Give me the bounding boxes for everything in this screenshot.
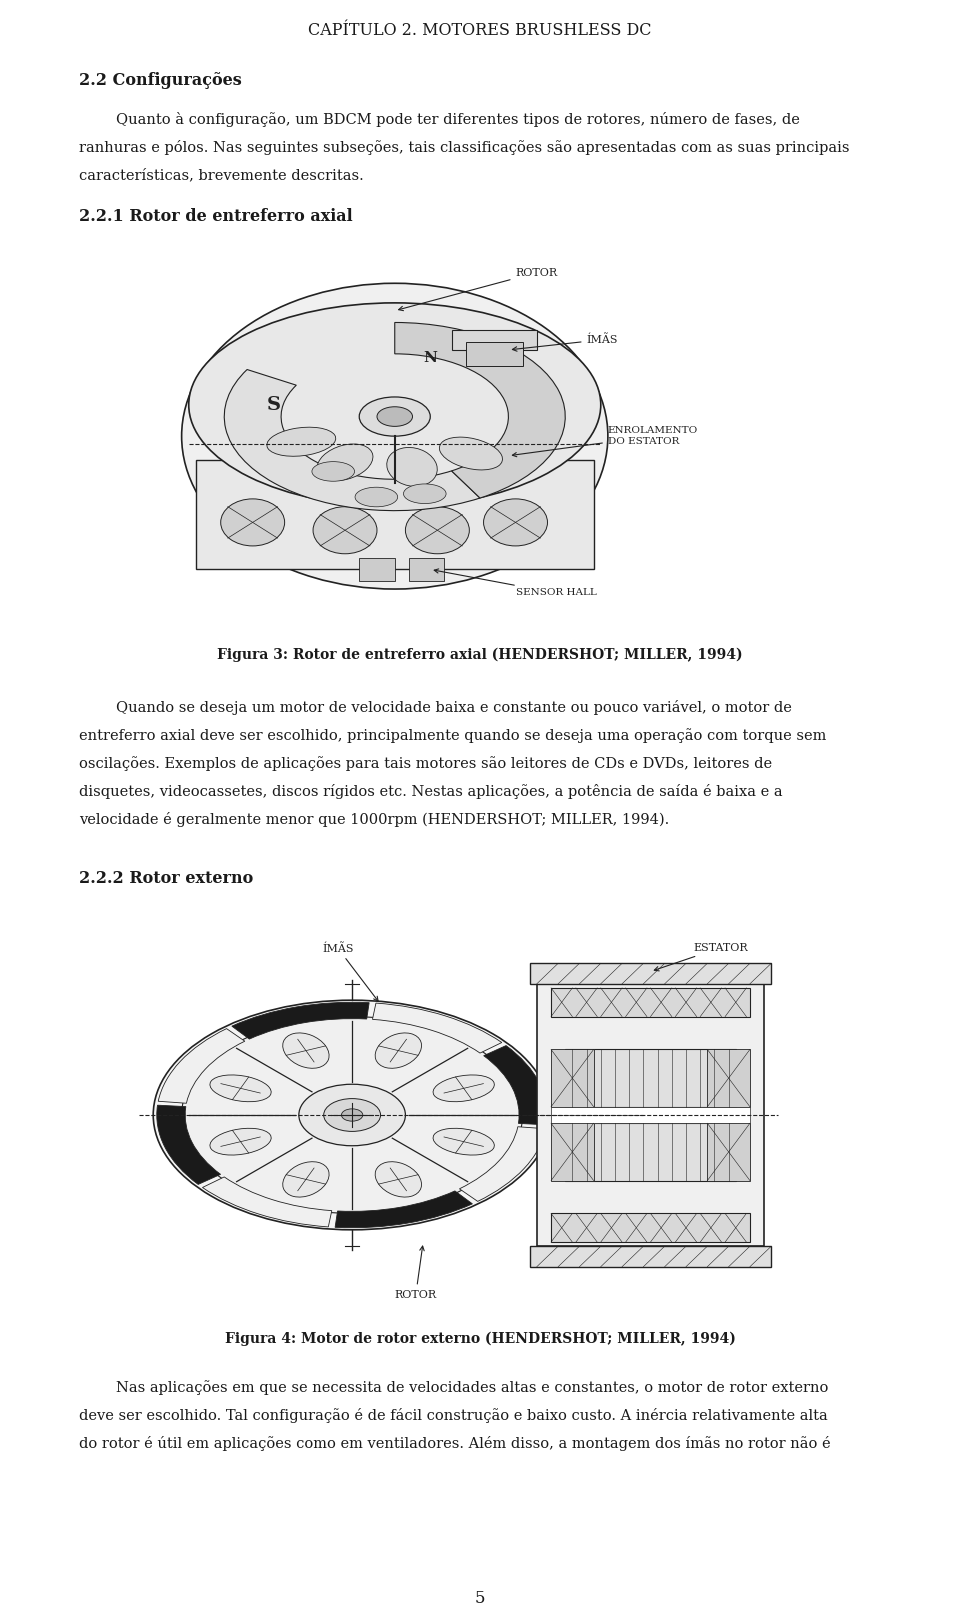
Ellipse shape (375, 1033, 421, 1069)
Bar (196, 459, 593, 569)
Ellipse shape (433, 1075, 494, 1101)
Ellipse shape (355, 487, 397, 506)
Text: N: N (423, 351, 437, 364)
Wedge shape (203, 1177, 332, 1227)
Bar (708, 1049, 750, 1107)
Text: 2.2 Configurações: 2.2 Configurações (79, 73, 242, 89)
Text: Figura 4: Motor de rotor externo (HENDERSHOT; MILLER, 1994): Figura 4: Motor de rotor externo (HENDER… (225, 1332, 735, 1346)
Ellipse shape (181, 284, 608, 588)
Ellipse shape (283, 1162, 329, 1198)
Wedge shape (232, 1003, 370, 1040)
Bar (359, 558, 395, 582)
Ellipse shape (283, 1033, 329, 1069)
Circle shape (359, 397, 430, 437)
Ellipse shape (312, 461, 354, 482)
Text: Quando se deseja um motor de velocidade baixa e constante ou pouco variável, o m: Quando se deseja um motor de velocidade … (79, 700, 792, 716)
Text: ÍMÃS: ÍMÃS (513, 334, 618, 351)
Ellipse shape (440, 437, 502, 471)
Text: do rotor é útil em aplicações como em ventiladores. Além disso, a montagem dos í: do rotor é útil em aplicações como em ve… (79, 1436, 830, 1451)
Ellipse shape (375, 1162, 421, 1198)
Wedge shape (158, 1028, 245, 1103)
Bar (551, 1107, 750, 1124)
Text: ENROLAMENTO
DO ESTATOR: ENROLAMENTO DO ESTATOR (513, 427, 698, 456)
Text: entreferro axial deve ser escolhido, principalmente quando se deseja uma operaçã: entreferro axial deve ser escolhido, pri… (79, 729, 827, 743)
Text: características, brevemente descritas.: características, brevemente descritas. (79, 168, 364, 182)
Ellipse shape (317, 443, 372, 480)
Text: ROTOR: ROTOR (398, 268, 558, 311)
Ellipse shape (405, 506, 469, 555)
Bar (537, 983, 764, 1246)
Ellipse shape (221, 498, 285, 546)
Ellipse shape (210, 1128, 271, 1156)
Text: S: S (267, 397, 281, 414)
Text: deve ser escolhido. Tal configuração é de fácil construção e baixo custo. A inér: deve ser escolhido. Tal configuração é d… (79, 1407, 828, 1423)
Ellipse shape (313, 506, 377, 555)
Wedge shape (484, 1046, 547, 1125)
Text: 5: 5 (475, 1589, 485, 1607)
Bar (551, 1214, 750, 1243)
Ellipse shape (403, 484, 446, 503)
Text: ÍMÃS: ÍMÃS (323, 943, 378, 1001)
Bar (530, 964, 771, 983)
Bar (551, 1124, 593, 1180)
Circle shape (377, 406, 413, 426)
Ellipse shape (387, 448, 437, 487)
Ellipse shape (484, 498, 547, 546)
Text: ROTOR: ROTOR (395, 1246, 437, 1299)
Circle shape (154, 999, 551, 1230)
Circle shape (181, 1017, 522, 1214)
Circle shape (342, 1109, 363, 1122)
Ellipse shape (433, 1128, 494, 1156)
Text: 2.2.2 Rotor externo: 2.2.2 Rotor externo (79, 870, 253, 887)
Text: 2.2.1 Rotor de entreferro axial: 2.2.1 Rotor de entreferro axial (79, 208, 352, 226)
Bar (530, 1246, 771, 1267)
Text: disquetes, videocassetes, discos rígidos etc. Nestas aplicações, a potência de s: disquetes, videocassetes, discos rígidos… (79, 783, 782, 800)
Bar (409, 558, 444, 582)
Bar (565, 1124, 735, 1180)
Bar (565, 1049, 735, 1107)
Bar (466, 342, 522, 366)
Text: CAPÍTULO 2. MOTORES BRUSHLESS DC: CAPÍTULO 2. MOTORES BRUSHLESS DC (308, 23, 652, 39)
Circle shape (299, 1085, 405, 1146)
Wedge shape (395, 322, 565, 498)
Text: SENSOR HALL: SENSOR HALL (434, 569, 596, 598)
Text: Quanto à configuração, um BDCM pode ter diferentes tipos de rotores, número de f: Quanto à configuração, um BDCM pode ter … (79, 111, 800, 127)
Text: velocidade é geralmente menor que 1000rpm (HENDERSHOT; MILLER, 1994).: velocidade é geralmente menor que 1000rp… (79, 812, 669, 827)
Bar (451, 330, 537, 350)
Wedge shape (460, 1127, 546, 1201)
Text: ESTATOR: ESTATOR (655, 943, 748, 970)
Circle shape (324, 1099, 380, 1132)
Wedge shape (225, 369, 480, 511)
Text: Nas aplicações em que se necessita de velocidades altas e constantes, o motor de: Nas aplicações em que se necessita de ve… (79, 1380, 828, 1394)
Wedge shape (372, 1003, 502, 1053)
Wedge shape (335, 1191, 472, 1228)
Ellipse shape (189, 303, 601, 506)
Text: ranhuras e pólos. Nas seguintes subseções, tais classificações são apresentadas : ranhuras e pólos. Nas seguintes subseçõe… (79, 140, 850, 155)
Wedge shape (156, 1106, 221, 1185)
Ellipse shape (210, 1075, 271, 1101)
Bar (551, 988, 750, 1017)
Bar (551, 1049, 593, 1107)
Text: Figura 3: Rotor de entreferro axial (HENDERSHOT; MILLER, 1994): Figura 3: Rotor de entreferro axial (HEN… (217, 648, 743, 663)
Ellipse shape (267, 427, 336, 456)
Text: oscilações. Exemplos de aplicações para tais motores são leitores de CDs e DVDs,: oscilações. Exemplos de aplicações para … (79, 756, 772, 771)
Bar (708, 1124, 750, 1180)
